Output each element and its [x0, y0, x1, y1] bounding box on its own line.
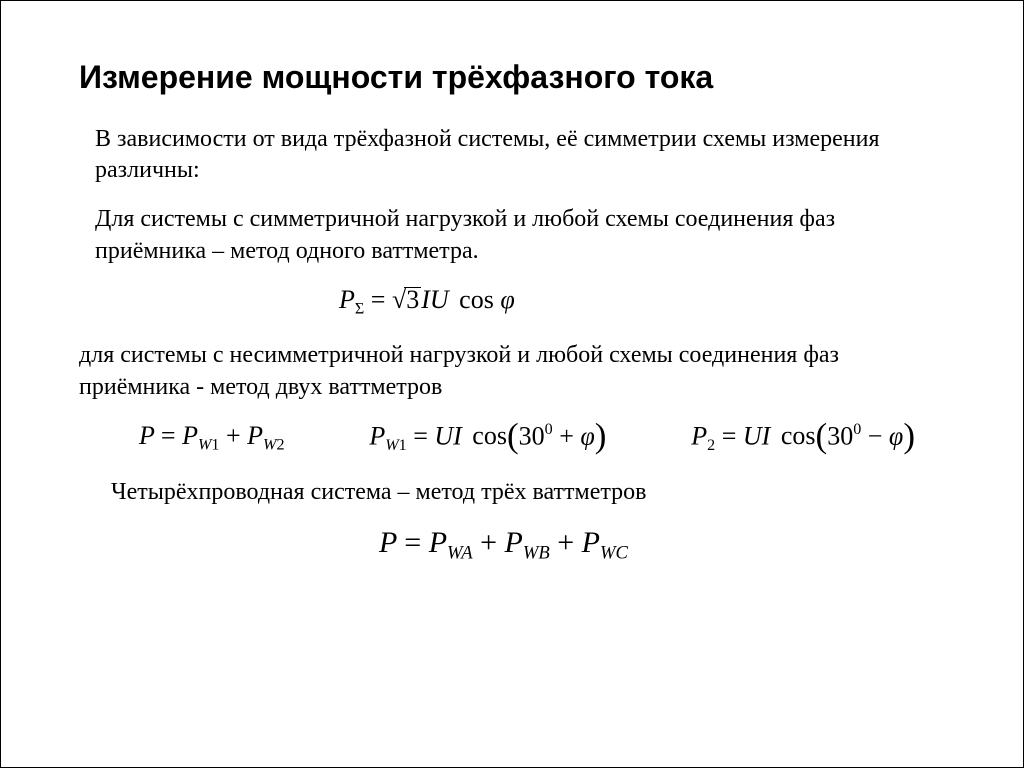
f2s-t2: P: [247, 421, 263, 450]
f3-t1: P: [429, 526, 447, 559]
f2b-eq: =: [722, 421, 737, 450]
f2a-eq: =: [413, 421, 428, 450]
lparen-icon: (: [507, 416, 519, 455]
f1-phi: φ: [500, 285, 514, 314]
rparen-icon: ): [595, 416, 607, 455]
rparen-icon: ): [903, 416, 915, 455]
f2b-phi: φ: [889, 421, 903, 450]
f2a-cos: cos: [468, 421, 507, 450]
f2s-t1sub2: 1: [211, 436, 219, 453]
f1-eq: =: [371, 285, 386, 314]
f2a-degsup: 0: [545, 421, 553, 438]
symmetric-paragraph: Для системы с симметричной нагрузкой и л…: [79, 204, 945, 266]
f2a-deg: 30: [519, 421, 545, 450]
f2s-t1sub: W: [198, 436, 211, 453]
f2b-lhs: P: [691, 421, 707, 450]
f2a-rhs: UI: [434, 421, 461, 450]
f1-sub: Σ: [355, 300, 364, 317]
f1-P: P: [339, 285, 355, 314]
f3-t2: P: [505, 526, 523, 559]
f3-p1: +: [480, 526, 497, 559]
f2a-sign: +: [559, 421, 574, 450]
f2s-t2sub: W: [263, 436, 276, 453]
f2s-plus: +: [226, 421, 241, 450]
f2b-cos: cos: [777, 421, 816, 450]
f2a-lsub: W: [385, 437, 398, 454]
f1-cos: cos: [455, 285, 494, 314]
f2-sum: P = PW1 + PW2: [139, 421, 285, 455]
f2-p2: P2 = UI cos(300 − φ): [691, 421, 915, 455]
f3-eq: =: [404, 526, 421, 559]
f2a-lhs: P: [369, 421, 385, 450]
f2s-t2sub2: 2: [276, 436, 284, 453]
formula-three-wattmeters: P = PWA + PWB + PWC: [79, 526, 945, 565]
f1-sqrt-arg: 3: [404, 287, 421, 313]
f2b-deg: 30: [827, 421, 853, 450]
f2s-eq: =: [161, 421, 176, 450]
f3-t3sub: WC: [600, 543, 628, 564]
f2s-lhs: P: [139, 421, 154, 450]
asymmetric-paragraph: для системы с несимметричной нагрузкой и…: [79, 340, 945, 402]
f2b-rhs: UI: [743, 421, 770, 450]
f3-t2sub: WB: [523, 543, 550, 564]
f2b-sign: −: [868, 421, 883, 450]
fourwire-paragraph: Четырёхпроводная система – метод трёх ва…: [79, 477, 945, 508]
f2a-phi: φ: [580, 421, 594, 450]
f1-IU: IU: [421, 285, 448, 314]
f2s-t1: P: [182, 421, 198, 450]
lparen-icon: (: [816, 416, 828, 455]
f2-pw1: PW1 = UI cos(300 + φ): [369, 421, 606, 455]
f3-t1sub: WA: [447, 543, 473, 564]
formula-one-wattmeter: PΣ = √3 IU cos φ: [79, 285, 945, 319]
f2a-lsub2: 1: [399, 437, 407, 454]
formula-two-wattmeters: P = PW1 + PW2 PW1 = UI cos(300 + φ) P2 =…: [79, 421, 945, 455]
f2b-lsub: 2: [707, 437, 715, 454]
f3-p2: +: [557, 526, 574, 559]
page-title: Измерение мощности трёхфазного тока: [79, 59, 945, 96]
f1-sqrt: √3: [392, 285, 421, 315]
intro-paragraph: В зависимости от вида трёхфазной системы…: [79, 124, 945, 186]
f3-t3: P: [582, 526, 600, 559]
f2b-degsup: 0: [853, 421, 861, 438]
f3-lhs: P: [379, 526, 397, 559]
